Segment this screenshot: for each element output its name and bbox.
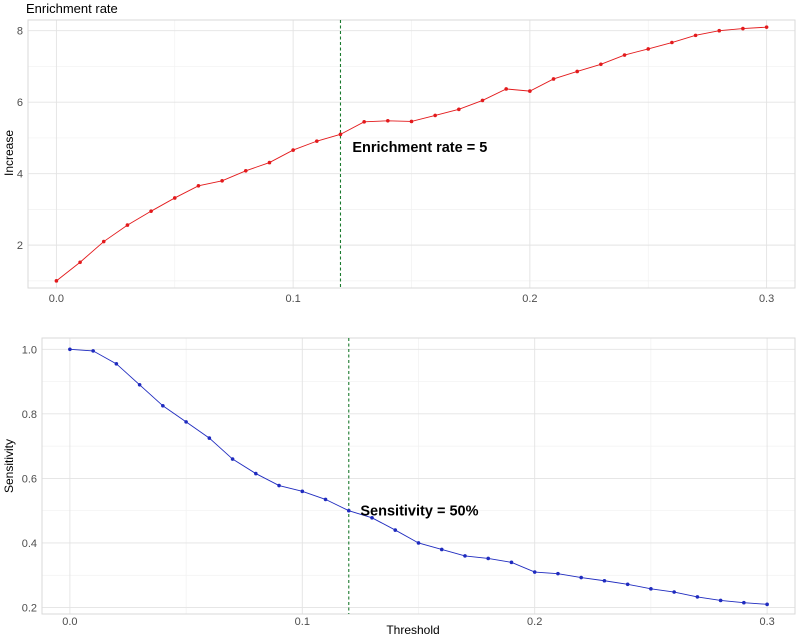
y-tick-label: 0.4 <box>22 538 37 550</box>
data-point <box>114 362 119 366</box>
data-point <box>254 471 258 476</box>
y-tick-label: 1.0 <box>22 344 37 356</box>
data-point <box>625 582 630 587</box>
data-point <box>54 279 59 283</box>
data-point <box>480 98 485 103</box>
data-point <box>742 600 746 605</box>
data-point <box>551 77 556 81</box>
data-point <box>300 489 305 494</box>
data-point <box>161 403 165 408</box>
data-point <box>267 160 272 165</box>
data-point <box>602 578 607 583</box>
data-point <box>362 120 366 124</box>
x-tick-label: 0.1 <box>295 616 310 628</box>
panel-sensitivity: 0.0 0.1 0.2 0.3 0.2 0.4 0.6 0.8 1.0 Sensitivity =… <box>22 337 796 628</box>
y-tick-label: 6 <box>17 97 23 109</box>
x-axis-title-threshold: Threshold <box>386 623 439 637</box>
data-point <box>323 497 328 502</box>
y-axis-title-sensitivity: Sensitivity <box>2 439 16 493</box>
data-point <box>463 554 467 558</box>
data-point <box>439 547 444 552</box>
data-point <box>101 239 106 244</box>
data-point <box>338 132 343 137</box>
data-point <box>622 53 627 57</box>
data-point <box>670 40 674 45</box>
data-point <box>765 602 769 607</box>
data-point <box>78 260 82 265</box>
data-point <box>291 148 295 152</box>
data-point <box>91 349 95 353</box>
annotation-enrichment: Enrichment rate = 5 <box>352 140 487 156</box>
data-point <box>220 179 224 183</box>
y-tick-label: 4 <box>17 169 23 181</box>
panel-border <box>27 19 796 289</box>
data-point <box>207 436 212 440</box>
data-point <box>196 184 201 188</box>
data-point <box>409 119 414 124</box>
x-tick-label: 0.3 <box>759 616 774 628</box>
data-point <box>416 541 421 545</box>
data-point <box>532 570 537 574</box>
data-point <box>172 196 177 200</box>
y-tick-label: 0.6 <box>22 473 37 485</box>
y-tick-label: 8 <box>17 26 23 38</box>
data-point <box>672 590 676 594</box>
x-tick-label: 0.1 <box>285 293 300 305</box>
y-tick-label: 0.8 <box>22 409 37 421</box>
data-point <box>277 483 281 488</box>
panel-border <box>41 337 796 615</box>
data-point <box>386 118 390 123</box>
data-point <box>243 168 248 173</box>
data-point <box>393 528 398 532</box>
data-point <box>741 26 745 31</box>
data-point <box>575 69 580 74</box>
data-point <box>486 556 491 561</box>
data-point <box>457 107 461 112</box>
data-point <box>764 25 769 29</box>
data-point <box>433 113 437 118</box>
y-axis-title-increase: Increase <box>2 130 16 176</box>
data-point <box>149 209 153 213</box>
x-tick-label: 0.2 <box>527 616 542 628</box>
data-point <box>509 560 514 565</box>
data-point <box>68 347 72 352</box>
data-point <box>695 595 700 599</box>
x-tick-label: 0.0 <box>62 616 77 628</box>
x-tick-label: 0.3 <box>759 293 774 305</box>
data-point <box>646 47 651 51</box>
data-point <box>649 587 653 591</box>
data-point <box>579 575 583 580</box>
x-tick-label: 0.2 <box>522 293 537 305</box>
data-point <box>528 89 532 93</box>
data-point <box>125 223 130 227</box>
annotation-sensitivity: Sensitivity = 50% <box>360 504 478 520</box>
data-point <box>504 87 508 91</box>
data-point <box>599 62 603 67</box>
y-tick-label: 2 <box>17 240 23 252</box>
data-point <box>184 420 188 424</box>
panel-enrichment: 0.0 0.1 0.2 0.3 2 4 6 8 Enrichment rate = 5 <box>17 19 796 305</box>
x-tick-label: 0.0 <box>49 293 64 305</box>
data-point <box>137 383 142 387</box>
data-point <box>346 508 351 513</box>
chart-title-enrichment: Enrichment rate <box>26 1 118 16</box>
data-point <box>230 457 235 461</box>
data-point <box>370 516 374 520</box>
data-point <box>556 571 560 576</box>
data-point <box>315 139 319 143</box>
data-point <box>693 33 698 38</box>
data-point <box>718 598 723 603</box>
y-tick-label: 0.2 <box>22 603 37 615</box>
data-point <box>717 28 722 33</box>
